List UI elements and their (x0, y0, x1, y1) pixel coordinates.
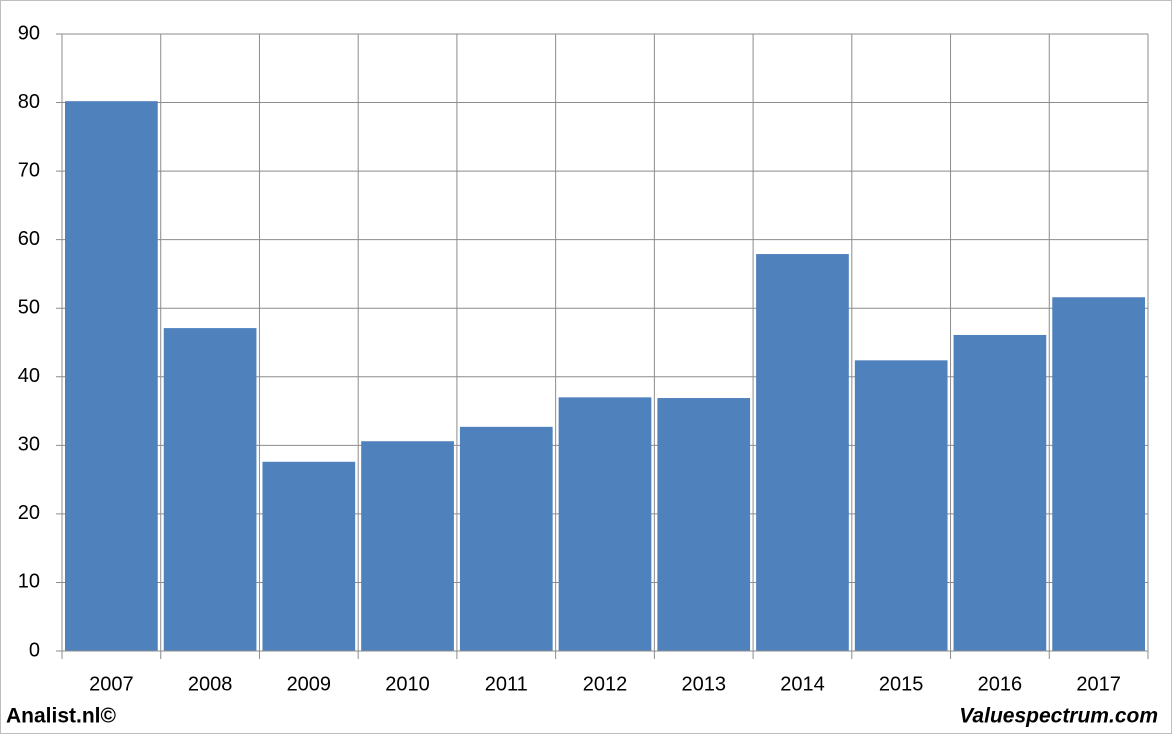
x-tick-label: 2013 (681, 673, 726, 695)
y-tick-label: 10 (18, 571, 40, 593)
x-tick-label: 2008 (188, 673, 233, 695)
bar (459, 426, 553, 651)
x-tick-label: 2007 (89, 673, 134, 695)
bar (262, 461, 356, 651)
bar (756, 254, 849, 651)
y-tick-label: 50 (18, 297, 40, 319)
y-tick-label: 0 (29, 639, 40, 661)
x-tick-label: 2011 (485, 673, 528, 695)
bar (361, 441, 454, 651)
x-tick-label: 2017 (1076, 673, 1121, 695)
bar (657, 398, 751, 651)
y-tick-label: 70 (18, 159, 40, 181)
x-tick-label: 2014 (780, 673, 825, 695)
x-tick-label: 2012 (583, 673, 628, 695)
bar (65, 101, 158, 651)
y-tick-label: 40 (18, 365, 40, 387)
footer-right: Valuespectrum.com (959, 705, 1158, 728)
footer-left: Analist.nl© (6, 705, 117, 728)
bar (953, 334, 1047, 651)
x-tick-label: 2016 (978, 673, 1023, 695)
y-tick-label: 80 (18, 91, 40, 113)
y-tick-label: 30 (18, 434, 40, 456)
x-tick-label: 2009 (287, 673, 332, 695)
bar (1052, 297, 1145, 651)
y-tick-label: 90 (18, 22, 40, 44)
y-tick-label: 60 (18, 228, 40, 250)
bar (854, 360, 948, 651)
y-tick-label: 20 (18, 502, 40, 524)
x-tick-label: 2015 (879, 673, 924, 695)
bar (558, 397, 652, 651)
x-tick-label: 2010 (385, 673, 430, 695)
bar (163, 328, 257, 651)
